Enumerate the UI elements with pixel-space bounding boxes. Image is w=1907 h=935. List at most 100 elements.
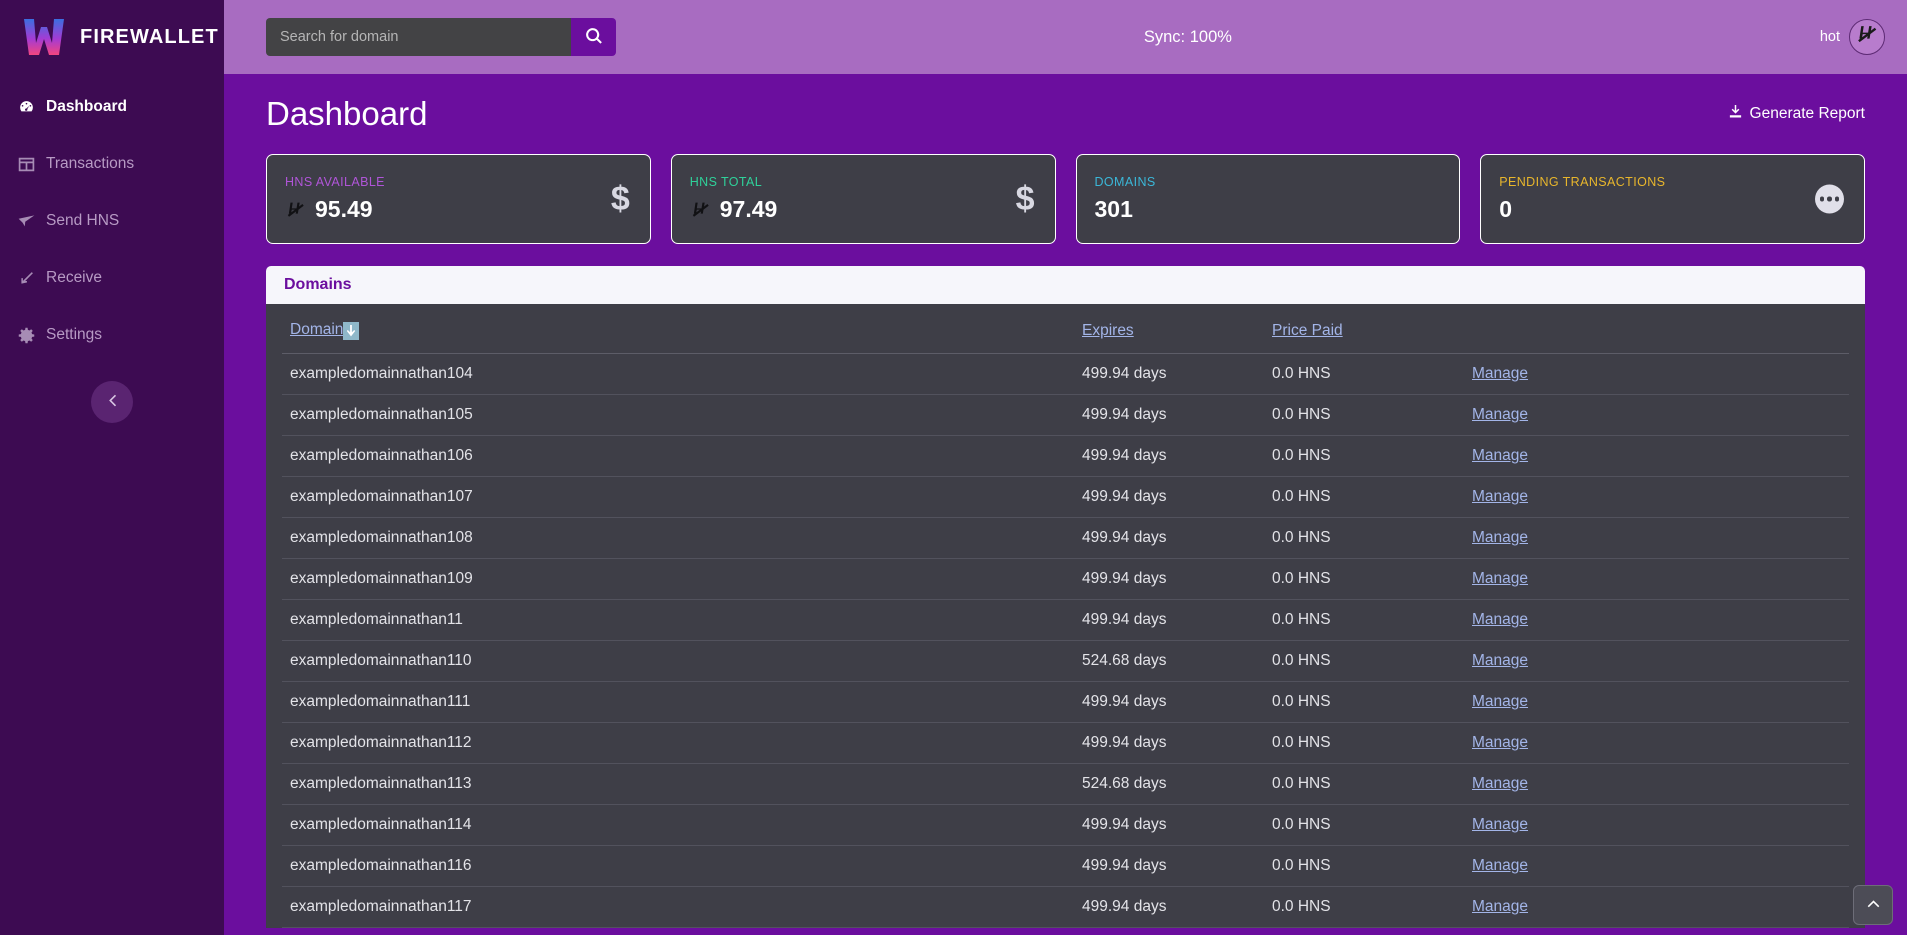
cell-actions: Manage	[1472, 681, 1849, 723]
table-row: exampledomainnathan105 499.94 days 0.0 HNS…	[282, 394, 1849, 436]
chevron-left-icon	[105, 393, 120, 411]
cell-expires: 499.94 days	[1082, 353, 1272, 395]
domains-table: Domain Expires Price Paid	[282, 304, 1849, 928]
brand[interactable]: FIREWALLET	[0, 0, 224, 74]
table-row: exampledomainnathan114 499.94 days 0.0 HNS…	[282, 804, 1849, 846]
cell-price-paid: 0.0 HNS	[1272, 599, 1472, 641]
cell-price-paid: 0.0 HNS	[1272, 435, 1472, 477]
manage-link[interactable]: Manage	[1472, 529, 1529, 546]
sync-status: Sync: 100%	[1143, 27, 1232, 46]
cell-domain: exampledomainnathan105	[282, 394, 1082, 436]
cell-domain: exampledomainnathan112	[282, 722, 1082, 764]
cell-actions: Manage	[1472, 845, 1849, 887]
download-icon	[1728, 104, 1743, 124]
table-row: exampledomainnathan108 499.94 days 0.0 HNS…	[282, 517, 1849, 559]
column-header-price-paid[interactable]: Price Paid	[1272, 304, 1472, 354]
sidebar-item-transactions[interactable]: Transactions	[0, 145, 224, 183]
manage-link[interactable]: Manage	[1472, 611, 1529, 628]
main-column: Sync: 100% hot Dashboard Generate Report	[224, 0, 1907, 935]
manage-link[interactable]: Manage	[1472, 652, 1529, 669]
sidebar-item-receive[interactable]: Receive	[0, 259, 224, 297]
cell-price-paid: 0.0 HNS	[1272, 886, 1472, 928]
domains-panel-title: Domains	[284, 276, 352, 293]
dollar-icon: $	[1015, 180, 1035, 218]
cell-expires: 524.68 days	[1082, 763, 1272, 805]
manage-link[interactable]: Manage	[1472, 857, 1529, 874]
stat-card-label: DOMAINS	[1094, 175, 1156, 189]
column-header-domain[interactable]: Domain	[282, 304, 1082, 354]
sidebar-collapse-button[interactable]	[91, 381, 133, 423]
manage-link[interactable]: Manage	[1472, 406, 1529, 423]
stat-card-value-wrap: 301	[1095, 196, 1442, 223]
search-input[interactable]	[266, 18, 571, 56]
column-header-actions	[1472, 304, 1849, 354]
stat-card-pending-transactions: PENDING TRANSACTIONS 0	[1480, 154, 1865, 244]
manage-link[interactable]: Manage	[1472, 488, 1529, 505]
domains-table-head: Domain Expires Price Paid	[282, 304, 1849, 354]
stat-card-value-wrap: 0	[1499, 196, 1846, 223]
sidebar-item-label: Dashboard	[46, 98, 127, 115]
cell-domain: exampledomainnathan110	[282, 640, 1082, 682]
account-name: hot	[1819, 29, 1840, 45]
cell-price-paid: 0.0 HNS	[1272, 681, 1472, 723]
page-title: Dashboard	[266, 95, 428, 132]
cell-domain: exampledomainnathan114	[282, 804, 1082, 846]
sort-link-expires[interactable]: Expires	[1082, 321, 1134, 339]
sidebar-item-label: Transactions	[46, 155, 135, 172]
sort-link-price-paid[interactable]: Price Paid	[1272, 321, 1343, 339]
cell-price-paid: 0.0 HNS	[1272, 394, 1472, 436]
cell-expires: 524.68 days	[1082, 640, 1272, 682]
cell-expires: 499.94 days	[1082, 558, 1272, 600]
sidebar-item-settings[interactable]: Settings	[0, 316, 224, 354]
cell-expires: 499.94 days	[1082, 886, 1272, 928]
gear-icon	[18, 327, 35, 344]
manage-link[interactable]: Manage	[1472, 447, 1529, 464]
cell-actions: Manage	[1472, 558, 1849, 600]
search-icon	[585, 27, 603, 48]
manage-link[interactable]: Manage	[1472, 570, 1529, 587]
stat-card-hns-available: HNS AVAILABLE 95.49 $	[266, 154, 651, 244]
stat-card-label: HNS AVAILABLE	[285, 175, 385, 189]
arrow-down-icon[interactable]	[343, 322, 360, 340]
manage-link[interactable]: Manage	[1472, 365, 1529, 382]
cell-domain: exampledomainnathan116	[282, 845, 1082, 887]
sidebar-item-send-hns[interactable]: Send HNS	[0, 202, 224, 240]
manage-link[interactable]: Manage	[1472, 775, 1529, 792]
grid-table-icon	[18, 156, 35, 173]
page-header: Dashboard Generate Report	[266, 74, 1865, 154]
column-header-expires[interactable]: Expires	[1082, 304, 1272, 354]
cell-price-paid: 0.0 HNS	[1272, 722, 1472, 764]
cell-actions: Manage	[1472, 517, 1849, 559]
table-row: exampledomainnathan11 499.94 days 0.0 HNS M…	[282, 599, 1849, 641]
stat-card-value: 301	[1094, 196, 1133, 222]
scroll-to-top-button[interactable]	[1853, 885, 1893, 925]
cell-actions: Manage	[1472, 722, 1849, 764]
cell-actions: Manage	[1472, 394, 1849, 436]
cell-actions: Manage	[1472, 886, 1849, 928]
cell-expires: 499.94 days	[1082, 517, 1272, 559]
account-menu[interactable]: hot	[1820, 19, 1885, 55]
search-button[interactable]	[571, 18, 616, 56]
cell-domain: exampledomainnathan108	[282, 517, 1082, 559]
hns-symbol-icon	[690, 199, 712, 221]
cell-expires: 499.94 days	[1082, 845, 1272, 887]
manage-link[interactable]: Manage	[1472, 693, 1529, 710]
sidebar-item-dashboard[interactable]: Dashboard	[0, 88, 224, 126]
manage-link[interactable]: Manage	[1472, 816, 1529, 833]
cell-price-paid: 0.0 HNS	[1272, 558, 1472, 600]
cell-actions: Manage	[1472, 763, 1849, 805]
table-row: exampledomainnathan116 499.94 days 0.0 HNS…	[282, 845, 1849, 887]
sort-link-domain[interactable]: Domain	[290, 321, 344, 338]
brand-name: FIREWALLET	[80, 25, 219, 48]
stat-card-domains: DOMAINS 301	[1075, 154, 1461, 244]
cell-domain: exampledomainnathan104	[282, 353, 1082, 395]
generate-report-button[interactable]: Generate Report	[1728, 104, 1865, 124]
cell-price-paid: 0.0 HNS	[1272, 517, 1472, 559]
tachometer-icon	[18, 99, 35, 116]
page-body: Dashboard Generate Report HNS AVAILABLE	[224, 74, 1907, 935]
cell-price-paid: 0.0 HNS	[1272, 763, 1472, 805]
avatar	[1849, 19, 1885, 55]
manage-link[interactable]: Manage	[1472, 734, 1529, 751]
manage-link[interactable]: Manage	[1472, 898, 1529, 915]
cell-domain: exampledomainnathan107	[282, 476, 1082, 518]
